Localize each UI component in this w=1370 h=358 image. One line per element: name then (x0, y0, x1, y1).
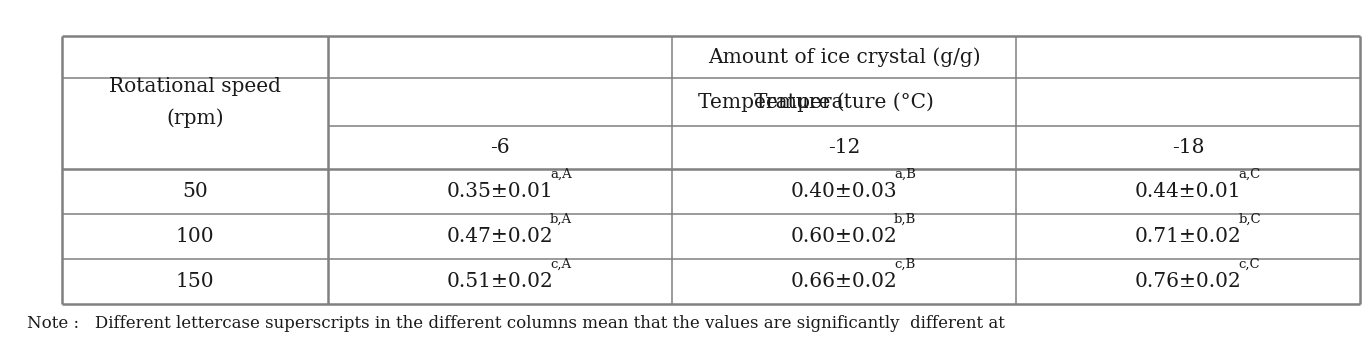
Text: 0.40±0.03: 0.40±0.03 (790, 182, 897, 201)
Text: 0.71±0.02: 0.71±0.02 (1134, 227, 1241, 246)
Text: a,A: a,A (549, 168, 571, 180)
Text: -18: -18 (1173, 138, 1204, 157)
Text: c,A: c,A (549, 258, 571, 271)
Text: b,C: b,C (1238, 213, 1260, 226)
Text: 0.76±0.02: 0.76±0.02 (1134, 272, 1241, 291)
Text: 0.44±0.01: 0.44±0.01 (1134, 182, 1241, 201)
Text: 0.66±0.02: 0.66±0.02 (790, 272, 897, 291)
Text: Rotational speed
(rpm): Rotational speed (rpm) (108, 77, 281, 128)
Text: -12: -12 (827, 138, 860, 157)
Text: 0.60±0.02: 0.60±0.02 (790, 227, 897, 246)
Text: 150: 150 (175, 272, 214, 291)
Text: c,C: c,C (1238, 258, 1260, 271)
Text: c,B: c,B (895, 258, 915, 271)
Text: 100: 100 (175, 227, 214, 246)
Text: a,B: a,B (895, 168, 917, 180)
Text: a,C: a,C (1238, 168, 1260, 180)
Text: b,B: b,B (895, 213, 917, 226)
Text: 0.47±0.02: 0.47±0.02 (447, 227, 553, 246)
Text: b,A: b,A (549, 213, 573, 226)
Text: 0.35±0.01: 0.35±0.01 (447, 182, 553, 201)
Text: 0.51±0.02: 0.51±0.02 (447, 272, 553, 291)
Text: -6: -6 (490, 138, 510, 157)
Text: Temperature (: Temperature ( (697, 92, 844, 112)
Text: Amount of ice crystal (g/g): Amount of ice crystal (g/g) (708, 47, 981, 67)
Text: 50: 50 (182, 182, 208, 201)
Text: Note :   Different lettercase superscripts in the different columns mean that th: Note : Different lettercase superscripts… (27, 315, 1006, 332)
Text: Temperature (°C): Temperature (°C) (755, 92, 934, 112)
